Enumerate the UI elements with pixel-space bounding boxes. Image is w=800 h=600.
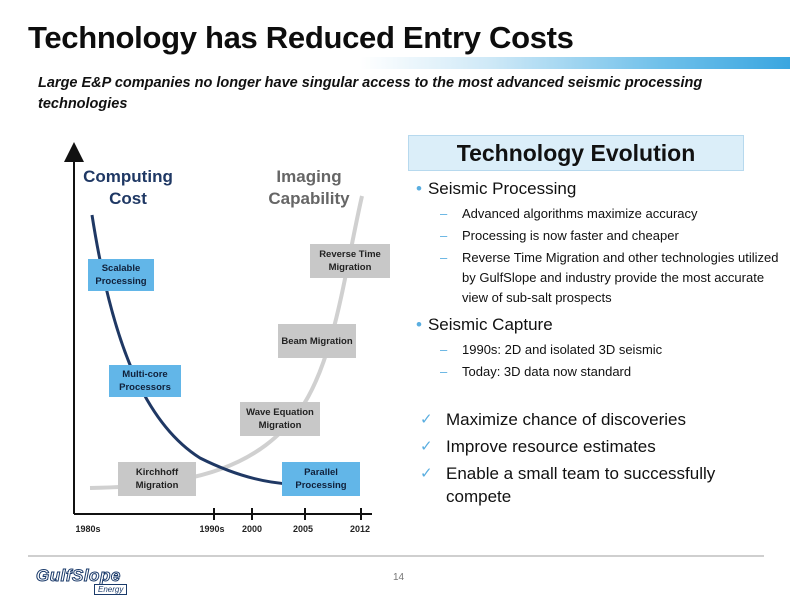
logo-sub-text: Energy bbox=[94, 584, 128, 595]
dash-icon: – bbox=[440, 250, 448, 265]
checkmark-icon: ✓ bbox=[420, 411, 433, 428]
check-item: ✓ Enable a small team to successfully com… bbox=[420, 464, 716, 506]
cost-curve bbox=[90, 214, 291, 486]
evolution-bullets: • Seismic Processing – Advanced algorithms… bbox=[416, 176, 786, 382]
year-label: 1980s bbox=[75, 524, 101, 534]
parallel-processing-box: Parallel Processing bbox=[282, 462, 360, 496]
reverse-time-migration-box: Reverse Time Migration bbox=[310, 244, 390, 278]
title-accent-bar bbox=[360, 57, 790, 69]
checkmark-icon: ✓ bbox=[420, 438, 433, 455]
scalable-processing-box: Scalable Processing bbox=[88, 259, 154, 291]
sub-bullet: – Processing is now faster and cheaper bbox=[416, 226, 786, 246]
gulfslope-logo: GulfSlope Energy bbox=[36, 566, 146, 595]
year-label: 2005 bbox=[292, 524, 314, 534]
dash-icon: – bbox=[440, 228, 448, 243]
sub-bullet: – Today: 3D data now standard bbox=[416, 362, 786, 382]
wave-equation-migration-box: Wave Equation Migration bbox=[240, 402, 320, 436]
logo-main-text: GulfSlope bbox=[36, 566, 146, 586]
multicore-processors-box: Multi-core Processors bbox=[109, 365, 181, 397]
technology-evolution-heading: Technology Evolution bbox=[408, 135, 744, 171]
page-number: 14 bbox=[393, 572, 405, 583]
slide-title: Technology has Reduced Entry Costs bbox=[28, 20, 574, 55]
kirchhoff-migration-box: Kirchhoff Migration bbox=[118, 462, 196, 496]
dash-icon: – bbox=[440, 342, 448, 357]
left-axis-label: Computing Cost bbox=[83, 167, 173, 208]
section-heading: • Seismic Capture bbox=[416, 315, 553, 334]
right-axis-label: Imaging Capability bbox=[268, 167, 350, 208]
dash-icon: – bbox=[440, 206, 448, 221]
check-item: ✓ Improve resource estimates bbox=[420, 437, 656, 456]
slide-subtitle: Large E&P companies no longer have singu… bbox=[38, 75, 703, 112]
beam-migration-box: Beam Migration bbox=[278, 324, 356, 358]
year-label: 1990s bbox=[199, 524, 225, 534]
bullet-dot-icon: • bbox=[416, 179, 422, 198]
dash-icon: – bbox=[440, 364, 448, 379]
checkmark-icon: ✓ bbox=[420, 465, 433, 482]
check-item: ✓ Maximize chance of discoveries bbox=[420, 410, 686, 429]
sub-bullet: – Reverse Time Migration and other techno… bbox=[440, 250, 779, 305]
sub-bullet: – Advanced algorithms maximize accuracy bbox=[416, 204, 786, 224]
year-label: 2012 bbox=[349, 524, 371, 534]
footer-divider bbox=[28, 555, 764, 557]
check-list: ✓ Maximize chance of discoveries ✓ Improve… bbox=[420, 408, 780, 512]
bullet-dot-icon: • bbox=[416, 315, 422, 334]
section-heading: • Seismic Processing bbox=[416, 179, 577, 198]
year-label: 2000 bbox=[241, 524, 263, 534]
sub-bullet: –1990s: 2D and isolated 3D seismic bbox=[416, 340, 786, 360]
